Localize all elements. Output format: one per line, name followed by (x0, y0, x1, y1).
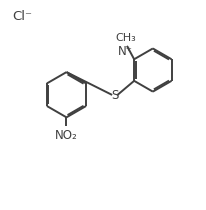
Text: S: S (111, 89, 118, 102)
Text: Cl⁻: Cl⁻ (12, 10, 32, 23)
Text: CH₃: CH₃ (115, 33, 136, 43)
Text: NO₂: NO₂ (55, 129, 77, 142)
Text: N⁺: N⁺ (117, 45, 132, 58)
